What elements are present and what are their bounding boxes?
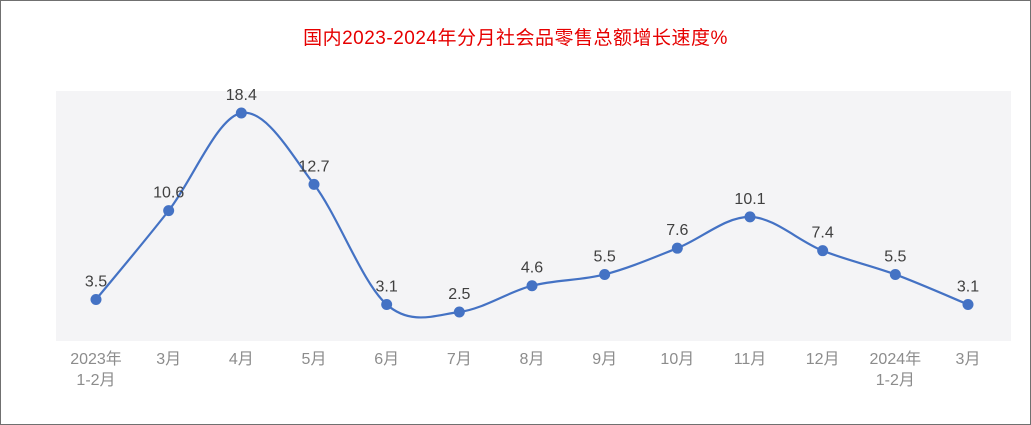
data-point-marker [90,293,102,305]
x-axis-label: 8月 [520,351,545,368]
x-axis-label: 9月 [592,351,617,368]
data-point-marker [235,107,247,119]
x-axis-label: 6月 [374,351,399,368]
x-axis-label: 2024年 1-2月 [870,350,922,389]
data-point-label: 10.6 [153,185,184,202]
data-point-label: 4.6 [521,260,543,277]
x-axis-label: 11月 [734,351,767,368]
x-axis-label: 4月 [229,351,254,368]
data-point-marker [308,178,320,190]
data-point-label: 18.4 [226,87,257,104]
data-point-label: 5.5 [594,248,616,265]
x-axis-label: 3月 [156,351,181,368]
data-point-marker [453,306,465,318]
data-point-marker [599,268,611,280]
data-point-marker [163,205,175,217]
data-point-label: 7.4 [812,225,834,242]
data-point-label: 12.7 [298,158,329,175]
data-point-marker [526,280,538,292]
data-point-marker [381,299,393,311]
x-axis-label: 3月 [956,351,981,368]
x-axis-label: 12月 [806,351,840,368]
series-line [94,111,970,319]
x-axis-label: 7月 [447,351,472,368]
data-point-label: 3.1 [957,279,979,296]
data-point-marker [671,242,683,254]
data-point-marker [817,245,829,257]
x-axis-label: 5月 [302,351,327,368]
chart-title: 国内2023-2024年分月社会品零售总额增长速度% [303,28,728,49]
x-axis-label: 10月 [660,351,694,368]
data-point-label: 7.6 [666,222,688,239]
data-point-label: 5.5 [884,248,906,265]
data-point-marker [889,268,901,280]
data-point-marker [962,299,974,311]
data-point-label: 2.5 [448,286,470,303]
data-point-label: 3.5 [85,273,107,290]
x-axis-label: 2023年 1-2月 [70,350,122,389]
data-point-label: 10.1 [734,191,765,208]
data-point-marker [744,211,756,223]
data-point-label: 3.1 [376,279,398,296]
